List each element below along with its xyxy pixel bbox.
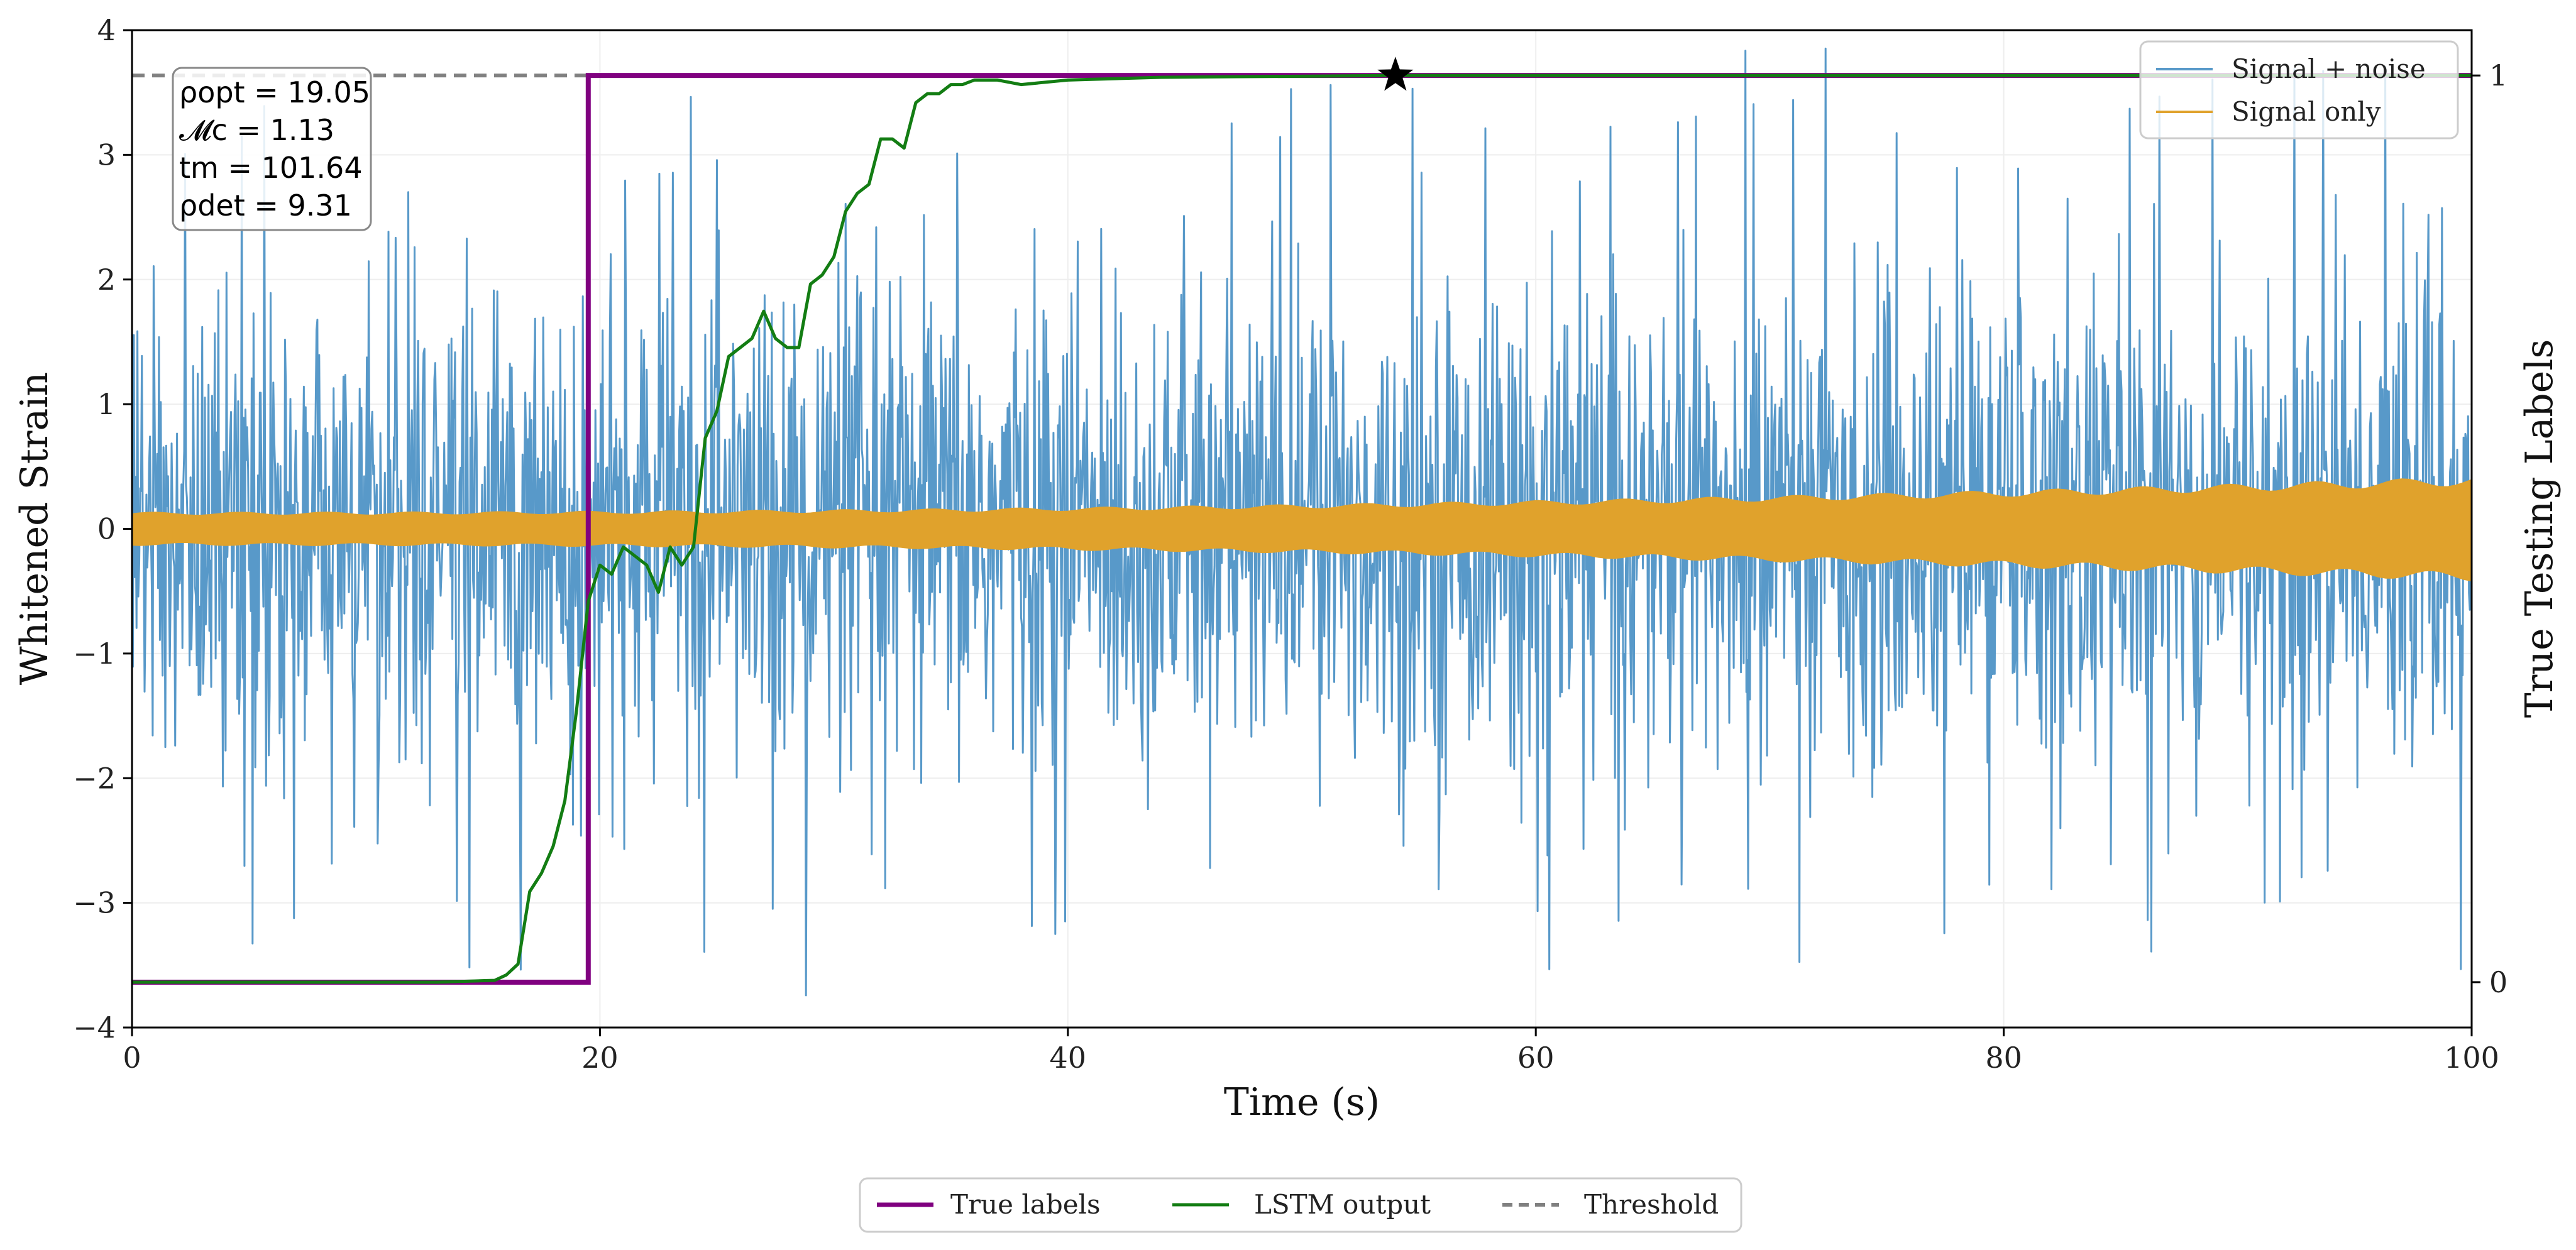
x-tick-label: 60 xyxy=(1517,1041,1555,1075)
y-tick-label: −4 xyxy=(73,1011,116,1044)
y-tick-label: −2 xyxy=(73,761,116,795)
legend-lstm-output-label: LSTM output xyxy=(1254,1189,1431,1220)
annotation-rho-opt: ρopt = 19.05 xyxy=(179,75,370,109)
legend-signal-only-label: Signal only xyxy=(2232,96,2381,127)
legend-upper: Signal + noise Signal only xyxy=(2139,40,2459,140)
signal-noise-line xyxy=(132,47,2472,997)
annotation-merger-time: tm = 101.64 xyxy=(179,151,363,185)
y2-axis-label: True Testing Labels xyxy=(2518,339,2562,718)
legend-signal-noise-label: Signal + noise xyxy=(2232,53,2426,84)
legend-true-labels-label: True labels xyxy=(950,1189,1101,1220)
lstm-output-line xyxy=(132,74,2472,984)
annotation-rho-det: ρdet = 9.31 xyxy=(179,189,352,222)
plot-area xyxy=(132,47,2472,997)
y-axis-label: Whitened Strain xyxy=(13,372,57,685)
y2-tick-label: 0 xyxy=(2489,965,2507,999)
y-tick-label: −1 xyxy=(73,637,116,671)
x-tick-label: 20 xyxy=(581,1041,619,1075)
annotation-chirp-mass: 𝓜c = 1.13 xyxy=(179,113,334,147)
x-tick-label: 40 xyxy=(1050,1041,1087,1075)
x-tick-label: 0 xyxy=(123,1041,141,1075)
x-tick-label: 100 xyxy=(2444,1041,2499,1075)
x-axis-label: Time (s) xyxy=(1224,1080,1380,1124)
x-tick-label: 80 xyxy=(1985,1041,2022,1075)
y-tick-label: −3 xyxy=(73,886,116,920)
signal-only-band xyxy=(132,478,2472,582)
legend-upper-box xyxy=(2139,40,2459,140)
y-tick-label: 1 xyxy=(97,387,116,421)
annotation-box xyxy=(172,67,372,231)
legend-lower: True labels LSTM output Threshold xyxy=(859,1177,1742,1233)
y2-tick-label: 1 xyxy=(2489,58,2507,92)
detection-star-marker xyxy=(1377,57,1414,91)
y-tick-label: 3 xyxy=(97,138,116,172)
y-tick-label: 2 xyxy=(97,263,116,297)
y-tick-label: 0 xyxy=(97,512,116,546)
legend-lower-box xyxy=(859,1177,1742,1233)
legend-threshold-label: Threshold xyxy=(1584,1189,1719,1220)
parameter-annotation: ρopt = 19.05 𝓜c = 1.13 tm = 101.64 ρdet … xyxy=(172,67,372,231)
y-tick-label: 4 xyxy=(97,13,116,47)
